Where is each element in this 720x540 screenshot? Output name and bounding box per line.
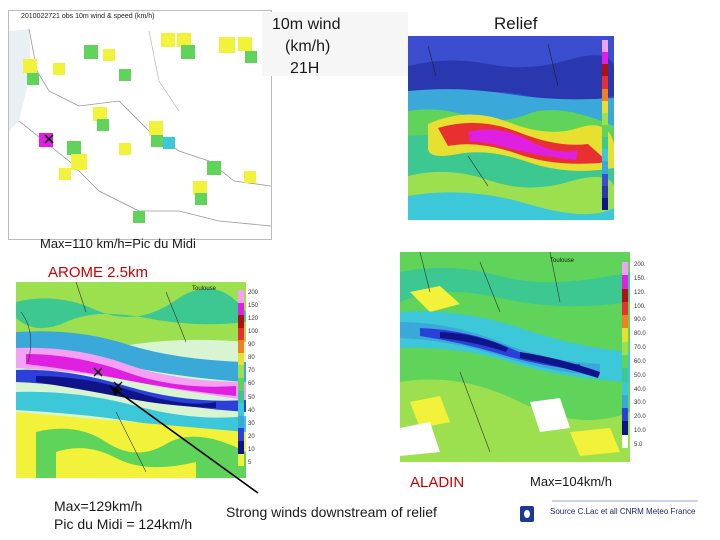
arome-legend-ticks: 200 150 120 100 90 80 70 60 50 40 30 20 … [248, 290, 258, 466]
relief-map-canvas [408, 36, 614, 220]
arome-tick: 5 [248, 459, 252, 466]
aladin-map-canvas [400, 252, 630, 462]
arome-tick: 200 [248, 290, 259, 296]
arome-map-canvas [16, 282, 246, 478]
aladin-tick: 60.0 [634, 358, 646, 365]
wind-title-line1: 10m wind [272, 16, 341, 33]
source-label: Source C.Lac et all CNRM Meteo France [550, 507, 696, 516]
aladin-tick: 70.0 [634, 345, 646, 352]
aladin-tick: 100. [634, 303, 646, 310]
relief-legend [602, 40, 608, 210]
aladin-tick: 90.0 [634, 317, 646, 324]
aladin-legend-ticks: 200. 150. 120. 100. 90.0 80.0 70.0 60.0 … [634, 262, 646, 448]
aladin-tick: 50.0 [634, 372, 646, 379]
wind-title-line3: 21H [290, 60, 320, 77]
aladin-tick: 10.0 [634, 428, 646, 435]
source-divider [552, 500, 698, 502]
arome-tick: 150 [248, 303, 259, 310]
arome-tick: 70 [248, 368, 255, 375]
arome-tick: 80 [248, 355, 255, 362]
downstream-caption: Strong winds downstream of relief [226, 504, 437, 520]
arome-tick: 10 [248, 446, 255, 453]
source-logo-icon [520, 506, 534, 522]
max-obs-label: Max=110 km/h=Pic du Midi [40, 236, 196, 251]
aladin-tick: 40.0 [634, 386, 646, 393]
max-aladin-label: Max=104km/h [530, 474, 613, 489]
relief-title: Relief [494, 14, 538, 33]
aladin-toulouse-label: Toulouse [550, 258, 575, 264]
arome-tick: 20 [248, 433, 255, 440]
arome-tick: 60 [248, 381, 255, 388]
aladin-tick: 80.0 [634, 331, 646, 338]
aladin-label: ALADIN [410, 474, 465, 491]
obs-wind-map: 2010022721 obs 10m wind & speed (km/h) [8, 10, 272, 240]
wind-title-bg [262, 12, 408, 76]
arome-label: AROME 2.5km [48, 264, 149, 281]
arome-tick: 40 [248, 407, 255, 414]
arome-tick: 50 [248, 394, 255, 401]
obs-map-canvas [9, 28, 271, 227]
wind-title-line2: (km/h) [285, 38, 331, 55]
aladin-tick: 30.0 [634, 400, 646, 407]
arome-map: Toulouse [16, 282, 246, 478]
max-arome-line1: Max=129km/h [54, 498, 143, 514]
arome-toulouse-label: Toulouse [192, 286, 217, 292]
aladin-tick: 120. [634, 289, 646, 296]
aladin-map: Toulouse [400, 252, 630, 462]
arome-tick: 100 [248, 329, 259, 336]
aladin-tick: 5.0 [634, 441, 643, 448]
arome-tick: 30 [248, 420, 255, 427]
aladin-tick: 150. [634, 275, 646, 282]
obs-map-header: 2010022721 obs 10m wind & speed (km/h) [21, 13, 155, 20]
aladin-tick: 20.0 [634, 414, 646, 421]
arome-tick: 90 [248, 342, 255, 349]
arome-legend [238, 290, 244, 467]
arome-tick: 120 [248, 316, 259, 323]
aladin-tick: 200. [634, 262, 646, 268]
relief-map [408, 36, 614, 220]
max-arome-line2: Pic du Midi = 124km/h [54, 516, 193, 532]
aladin-legend [622, 262, 628, 448]
